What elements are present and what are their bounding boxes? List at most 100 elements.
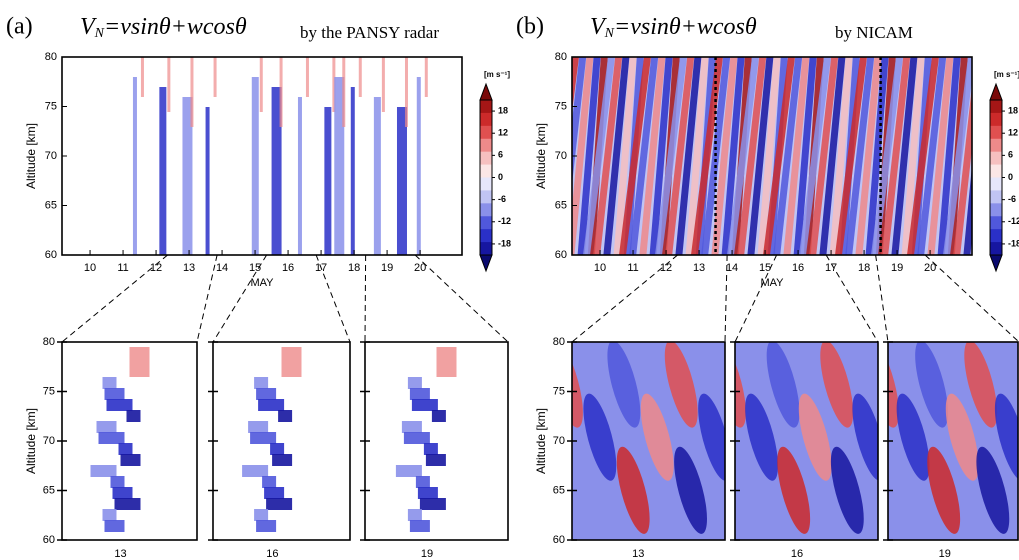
field-stripe — [943, 57, 972, 255]
field-streak — [182, 97, 193, 255]
zoom-blob — [90, 465, 117, 477]
field-stripe — [721, 57, 745, 255]
colorbar-cap — [989, 82, 1003, 101]
field-streak — [334, 77, 345, 255]
zoom-blob — [120, 454, 141, 466]
zoom-blob — [256, 388, 277, 400]
field-streak — [342, 57, 346, 127]
zoom-blob — [407, 377, 422, 389]
zoom-blob — [798, 393, 832, 481]
field-stripe — [572, 57, 579, 113]
zoom-blob — [616, 446, 650, 534]
field-stripe — [613, 57, 637, 255]
zoom-blob — [110, 476, 125, 488]
zoom-field — [242, 347, 302, 532]
chart-title: VN=vsinθ+wcosθ — [590, 14, 757, 42]
x-tick-label: 20 — [924, 262, 936, 274]
zoom-blob — [820, 342, 854, 428]
title-sub: N — [604, 26, 615, 41]
x-tick-label: 11 — [627, 262, 638, 274]
x-tick-label: 13 — [114, 548, 126, 560]
zoom-blob — [423, 443, 438, 455]
zoom-blob — [281, 347, 302, 377]
field-streak — [305, 57, 309, 97]
title-eq: =vsinθ+wcosθ — [104, 14, 247, 40]
colorbar-cap — [479, 82, 493, 101]
colorbar-band — [480, 177, 492, 191]
field-streak — [297, 97, 302, 255]
field-stripe — [572, 57, 587, 185]
y-tick-label: 70 — [43, 435, 55, 447]
zoom-blob — [915, 342, 949, 428]
zoom-connector — [212, 254, 268, 343]
zoom-blob — [735, 342, 746, 428]
zoom-blob — [830, 446, 864, 534]
x-tick-label: 17 — [825, 262, 837, 274]
field-stripe — [927, 57, 954, 255]
zoom-blob — [674, 446, 707, 534]
zoom-blob — [102, 509, 117, 521]
zoom-blob — [126, 410, 141, 422]
zoom-blob — [964, 342, 998, 428]
field-streak — [213, 57, 217, 97]
y-axis-label: Altitude [km] — [24, 408, 38, 474]
zoom-connector — [364, 254, 367, 343]
colorbar-band — [480, 138, 492, 153]
colorbar-band — [990, 125, 1002, 140]
field-stripe — [901, 57, 925, 255]
x-tick-label: 13 — [693, 262, 705, 274]
zoom-blob — [419, 498, 446, 510]
zoom-blob — [425, 454, 446, 466]
field-stripe — [819, 57, 846, 255]
zoom-blob — [407, 509, 422, 521]
y-tick-label: 75 — [555, 100, 567, 112]
x-tick-label: 10 — [84, 262, 96, 274]
colorbar-band — [990, 100, 1002, 114]
colorbar-tick-label: 18 — [1008, 105, 1018, 115]
colorbar-band — [480, 229, 492, 243]
panel-label: (b) — [516, 14, 544, 40]
zoom-blob — [118, 443, 133, 455]
x-tick-label: 10 — [594, 262, 606, 274]
subtitle: by NICAM — [835, 23, 913, 42]
zoom-blob — [745, 393, 779, 481]
colorbar-tick-label: -6 — [1008, 194, 1016, 204]
colorbar-band — [990, 151, 1002, 166]
x-tick-label: 16 — [791, 548, 803, 560]
colorbar-tick-label: 12 — [498, 128, 508, 138]
y-tick-label: 80 — [553, 336, 565, 348]
zoom-blob — [254, 509, 269, 521]
colorbar-band — [990, 112, 1002, 127]
field-streak — [159, 87, 167, 255]
field-stripe — [639, 57, 666, 255]
colorbar-unit: [m s⁻¹] — [484, 70, 510, 79]
field-stripe — [577, 57, 601, 255]
x-tick-label: 11 — [117, 262, 128, 274]
zoom-blob — [766, 342, 800, 428]
zoom-blob — [112, 487, 133, 499]
field-streak — [324, 107, 332, 255]
colorbar-band — [480, 100, 492, 114]
field-stripe — [783, 57, 810, 255]
zoom-blob — [409, 520, 430, 532]
colorbar-tick-label: 0 — [498, 172, 503, 182]
y-axis-label: Altitude [km] — [534, 408, 548, 474]
y-tick-label: 65 — [553, 484, 565, 496]
field-stripe — [773, 57, 803, 255]
field-stripe — [865, 57, 889, 255]
zoom-field — [572, 342, 725, 540]
x-tick-label: 15 — [759, 262, 771, 274]
zoom-field — [395, 347, 457, 532]
y-tick-label: 80 — [43, 336, 55, 348]
colorbar-band — [480, 164, 492, 178]
field-stripe — [763, 57, 795, 255]
x-tick-label: 19 — [421, 548, 433, 560]
zoom-blob — [994, 393, 1018, 481]
zoom-blob — [98, 432, 125, 444]
colorbar-band — [990, 164, 1002, 178]
zoom-blob — [248, 421, 269, 433]
zoom-blob — [250, 432, 277, 444]
zoom-blob — [417, 487, 438, 499]
colorbar-band — [480, 125, 492, 140]
colorbar-cap — [479, 254, 493, 273]
